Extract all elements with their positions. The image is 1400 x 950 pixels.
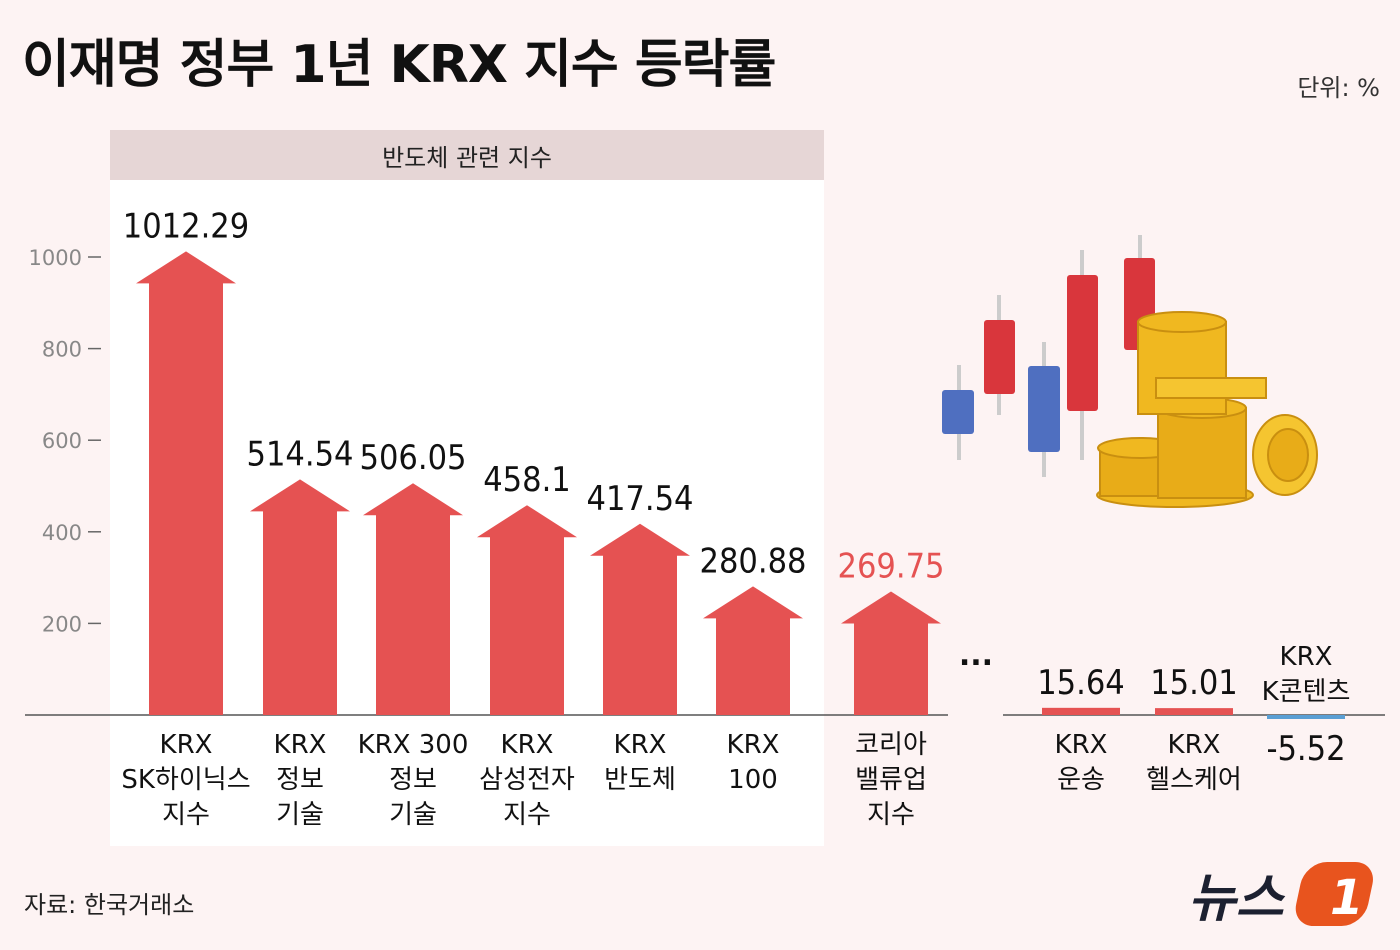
source-note: 자료: 한국거래소 xyxy=(24,891,195,919)
data-label: 506.05 xyxy=(360,438,467,478)
data-label: 15.01 xyxy=(1150,663,1238,703)
group-label: 반도체 관련 지수 xyxy=(110,130,824,180)
category-label: 헬스케어 xyxy=(1146,765,1242,795)
category-label: KRX xyxy=(501,730,554,760)
category-label: KRX xyxy=(727,730,780,760)
data-label: 1012.29 xyxy=(123,206,249,246)
category-label: 기술 xyxy=(389,800,437,830)
logo-text: 뉴스 xyxy=(1188,869,1286,929)
data-label: -5.52 xyxy=(1266,729,1345,769)
category-label: 밸류업 xyxy=(855,765,927,795)
chart-title: 이재명 정부 1년 KRX 지수 등락률 xyxy=(22,35,776,95)
bar-arrow xyxy=(703,586,803,715)
bar xyxy=(1155,708,1233,715)
bar-arrow xyxy=(477,505,577,715)
category-label: 100 xyxy=(728,765,778,795)
y-tick-label: 600 xyxy=(42,429,82,453)
bar-arrow xyxy=(136,251,236,715)
semiconductor-group-panel xyxy=(110,130,824,846)
y-tick-label: 1000 xyxy=(29,246,82,270)
data-label: 514.54 xyxy=(247,434,354,474)
data-label: 15.64 xyxy=(1037,663,1125,703)
category-label: K콘텐츠 xyxy=(1262,677,1351,707)
news1-logo: 뉴스 1 xyxy=(1188,862,1373,929)
category-label: 코리아 xyxy=(855,730,927,760)
category-label: KRX xyxy=(160,730,213,760)
category-label: 반도체 xyxy=(604,765,676,795)
category-label: KRX xyxy=(1280,642,1333,672)
category-label: KRX xyxy=(1055,730,1108,760)
bar-arrow xyxy=(250,479,350,715)
ellipsis: ... xyxy=(959,638,993,673)
category-label: 지수 xyxy=(867,800,915,830)
data-label: 280.88 xyxy=(700,541,807,581)
category-label: 운송 xyxy=(1057,765,1105,795)
bar xyxy=(1042,707,1120,715)
data-label: 417.54 xyxy=(587,479,694,519)
y-tick-label: 400 xyxy=(42,521,82,545)
data-label: 458.1 xyxy=(483,460,571,500)
candlestick-icon xyxy=(942,235,1155,477)
candlestick-coins-illustration xyxy=(942,235,1318,508)
category-label: 정보 xyxy=(276,765,324,795)
coin-stack-icon xyxy=(1096,311,1318,508)
bar-arrow xyxy=(363,483,463,715)
y-tick-label: 200 xyxy=(42,612,82,636)
y-tick-label: 800 xyxy=(42,338,82,362)
category-label: 기술 xyxy=(276,800,324,830)
bar-arrow xyxy=(590,523,690,715)
category-label: KRX 300 xyxy=(358,730,469,760)
bar-negative xyxy=(1267,715,1345,719)
category-label: 지수 xyxy=(162,800,210,830)
category-label: KRX xyxy=(614,730,667,760)
category-label: 삼성전자 xyxy=(479,765,575,795)
unit-label: 단위: % xyxy=(1297,74,1380,102)
data-label: 269.75 xyxy=(838,546,945,586)
bar-arrow xyxy=(841,591,941,715)
logo-number: 1 xyxy=(1330,870,1363,926)
category-label: KRX xyxy=(274,730,327,760)
category-label: SK하이닉스 xyxy=(121,765,250,795)
category-label: 정보 xyxy=(389,765,437,795)
category-label: 지수 xyxy=(503,800,551,830)
category-label: KRX xyxy=(1168,730,1221,760)
